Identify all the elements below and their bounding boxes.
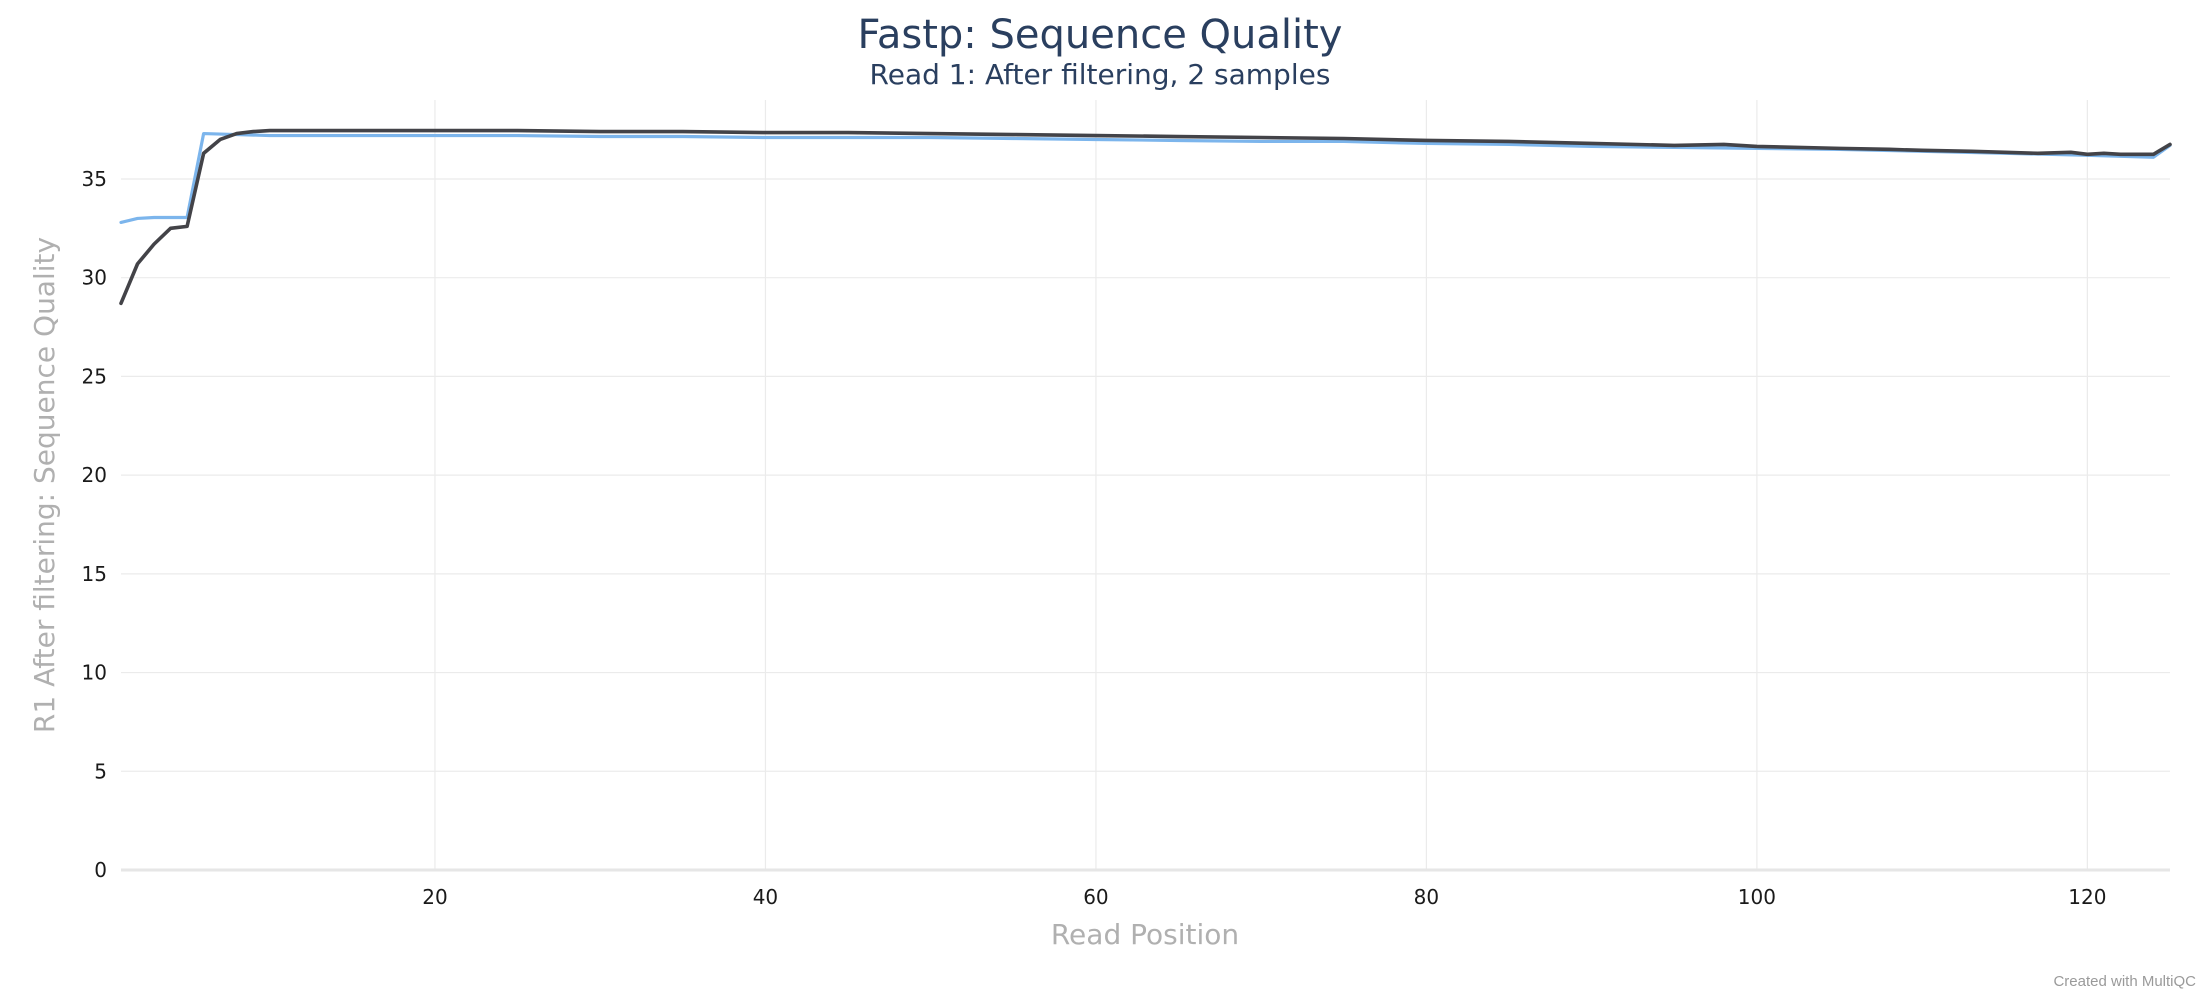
x-tick-label: 40 xyxy=(753,885,778,909)
chart-subtitle: Read 1: After filtering, 2 samples xyxy=(870,58,1331,91)
x-tick-label: 120 xyxy=(2068,885,2106,909)
y-tick-label: 25 xyxy=(82,364,107,388)
multiqc-credit: Created with MultiQC xyxy=(2053,973,2196,990)
x-tick-label: 20 xyxy=(422,885,447,909)
y-tick-label: 10 xyxy=(82,661,107,685)
x-tick-label: 100 xyxy=(1738,885,1776,909)
tick-labels: 20 40 60 80 100 120 0 5 10 15 20 25 30 35 xyxy=(82,167,2107,909)
series-layer xyxy=(119,128,2172,306)
series-line-2[interactable] xyxy=(119,128,2172,306)
y-tick-label: 20 xyxy=(82,463,107,487)
chart-title: Fastp: Sequence Quality xyxy=(858,12,1343,58)
y-axis-title: R1 After filtering: Sequence Quality xyxy=(28,237,61,733)
x-axis-title: Read Position xyxy=(1051,918,1239,951)
y-tick-label: 0 xyxy=(94,858,107,882)
grid-layer xyxy=(121,100,2170,872)
x-tick-label: 60 xyxy=(1083,885,1108,909)
y-tick-label: 30 xyxy=(82,266,107,290)
y-tick-label: 35 xyxy=(82,167,107,191)
y-tick-label: 15 xyxy=(82,562,107,586)
x-tick-label: 80 xyxy=(1414,885,1439,909)
y-tick-label: 5 xyxy=(94,759,107,783)
series-line-1[interactable] xyxy=(119,131,2172,225)
